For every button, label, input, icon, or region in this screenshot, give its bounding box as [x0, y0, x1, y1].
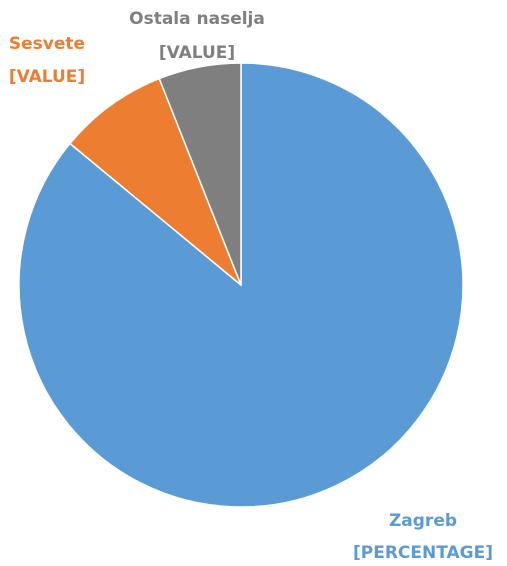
- slice-value-label: [PERCENTAGE]: [353, 543, 493, 563]
- pie-slice: [158, 62, 242, 286]
- slice-label: Sesvete: [9, 34, 85, 54]
- slice-label: Zagreb: [389, 511, 457, 531]
- slice-value-label: [VALUE]: [159, 43, 235, 63]
- pie-slice: [68, 77, 242, 286]
- slice-value-label: [VALUE]: [9, 67, 85, 87]
- slice-label: Ostala naselja: [129, 9, 265, 29]
